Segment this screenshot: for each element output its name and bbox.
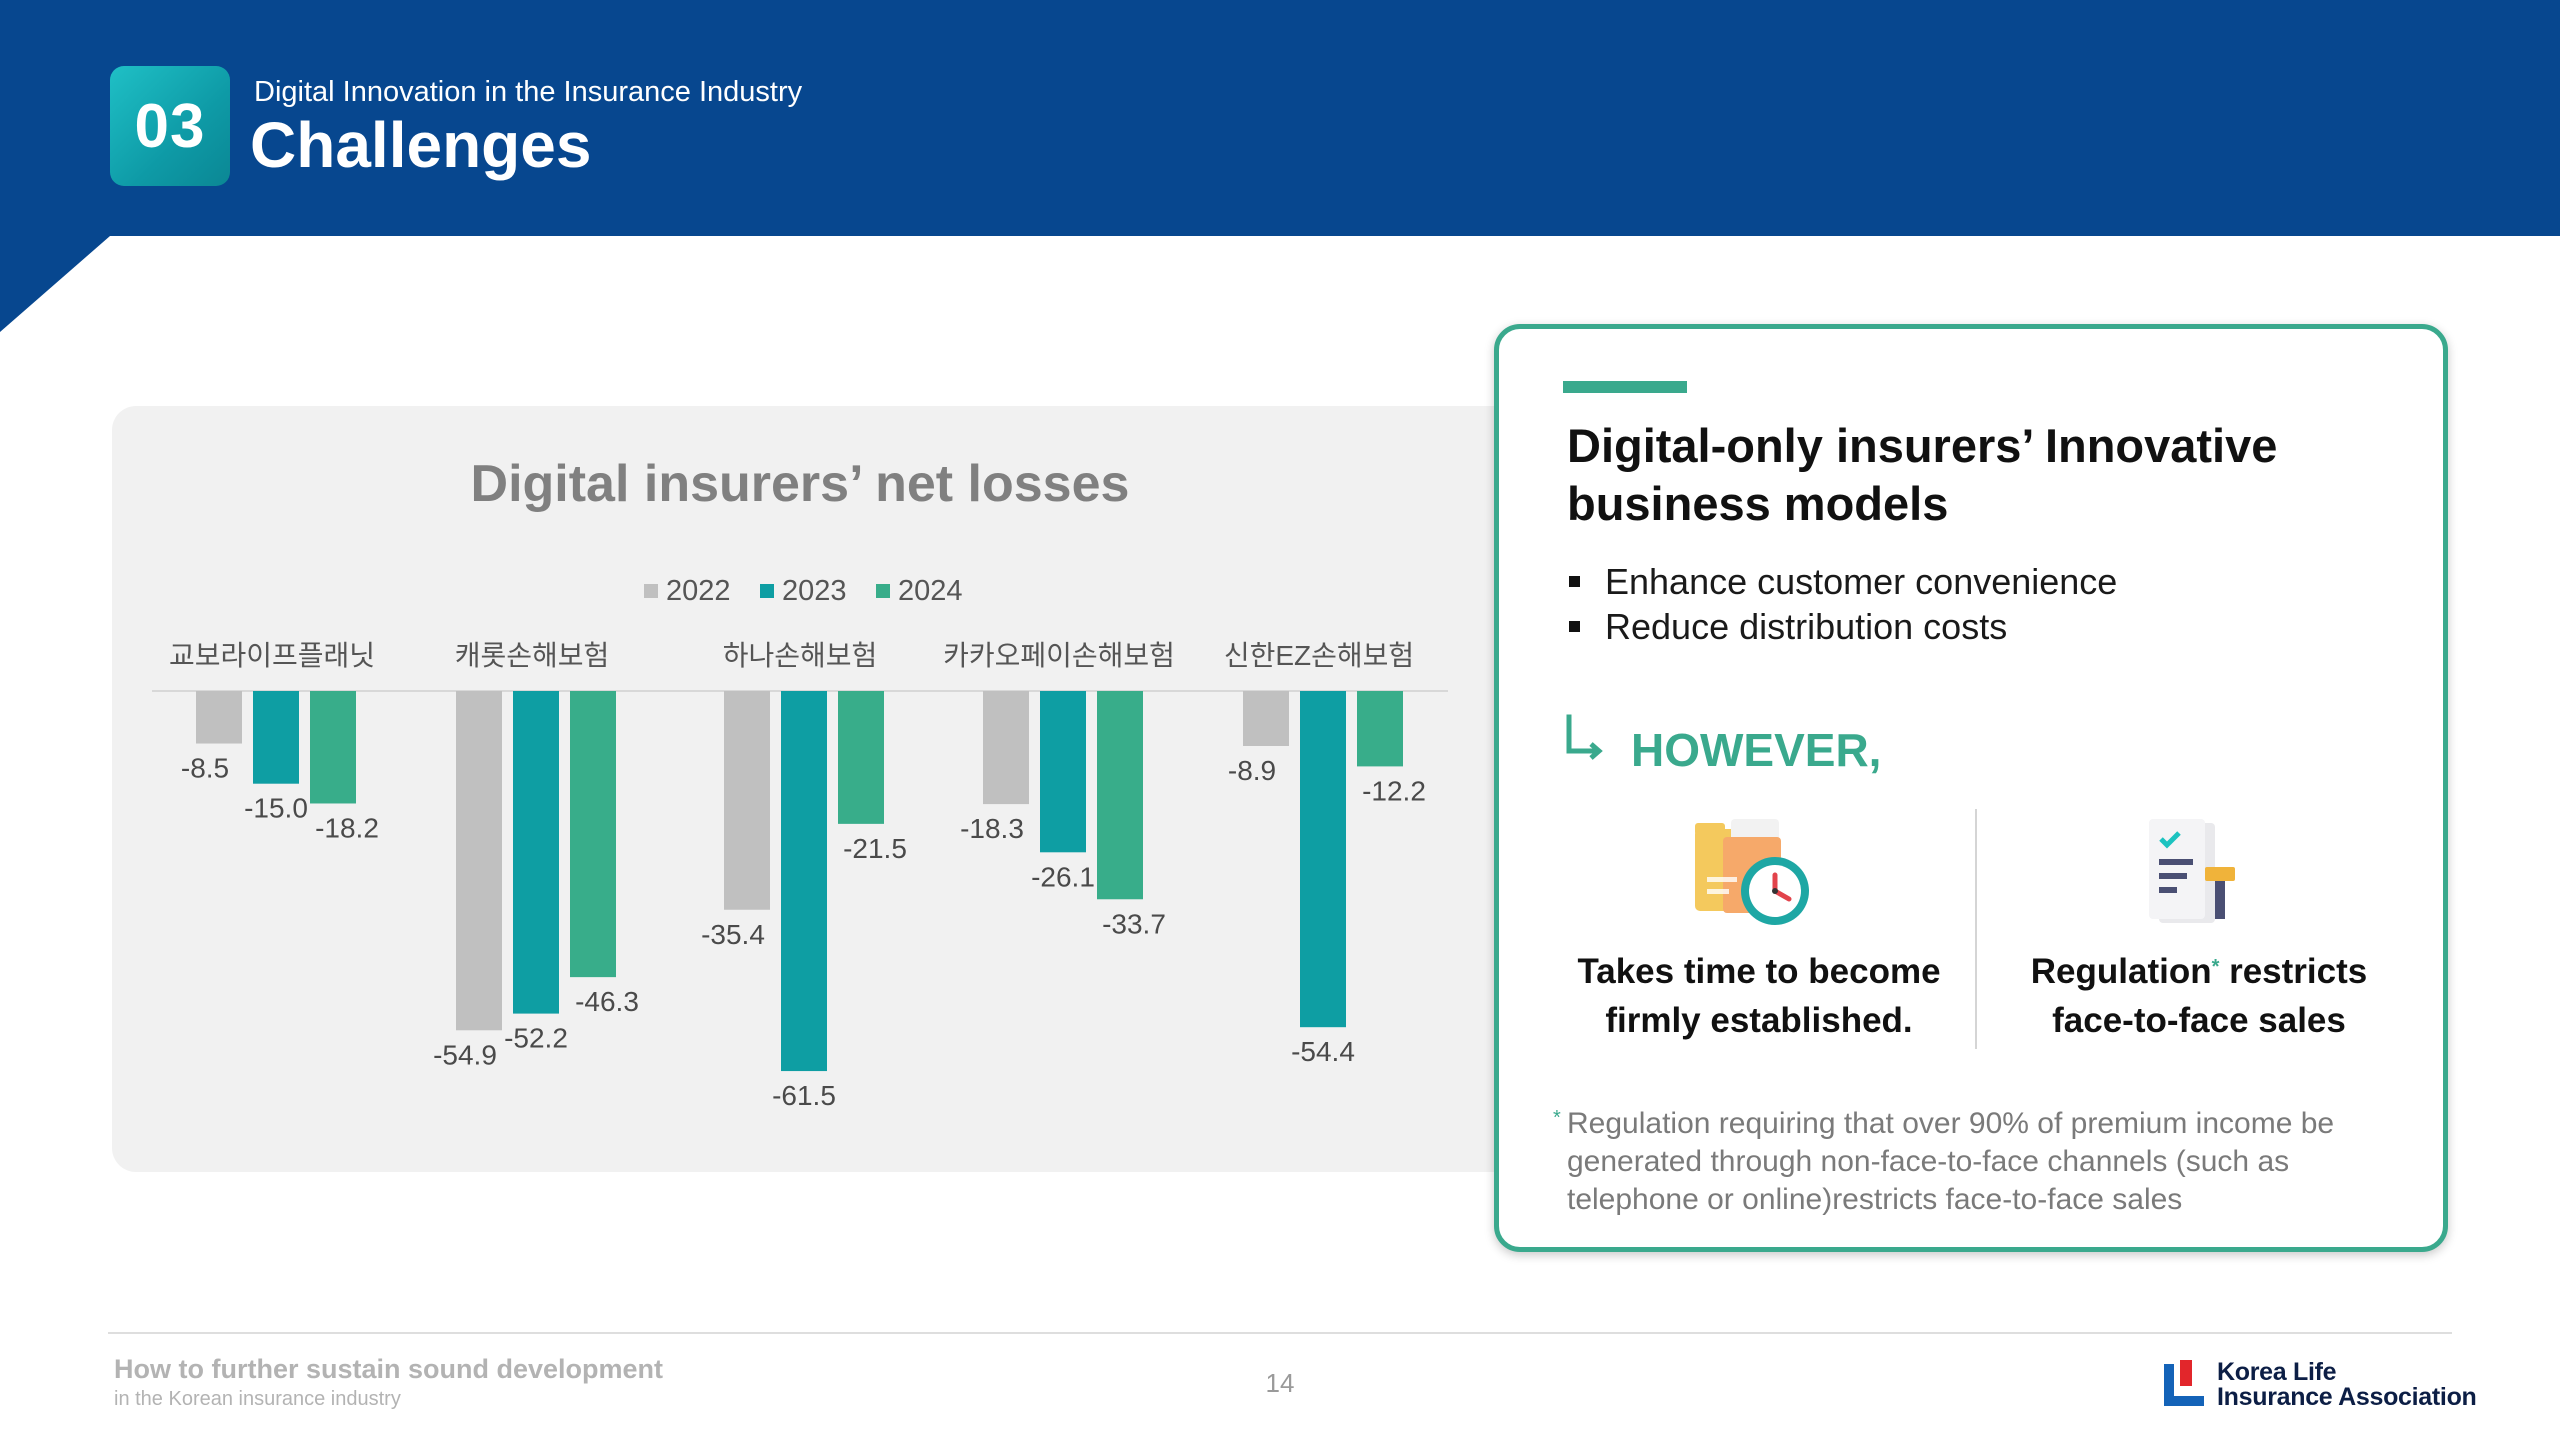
bar-2022 — [1243, 691, 1289, 747]
caption-line: firmly established. — [1605, 1001, 1913, 1040]
bar-2024 — [1097, 691, 1143, 900]
category-label: 캐롯손해보험 — [455, 640, 610, 671]
data-label: -8.5 — [181, 753, 229, 784]
page-title: Challenges — [250, 109, 592, 181]
bullet-square-icon — [1569, 621, 1580, 632]
footnote-asterisk: * — [1553, 1107, 1561, 1129]
footnote-text: Regulation requiring that over 90% of pr… — [1567, 1107, 2335, 1216]
document-gavel-icon — [2149, 819, 2235, 923]
bar-2024 — [570, 691, 616, 978]
section-number-badge: 03 — [110, 66, 230, 186]
bar-2023 — [1300, 691, 1346, 1028]
data-label: -18.3 — [960, 813, 1024, 844]
card-accent-bar — [1563, 381, 1687, 393]
logo-line: Insurance Association — [2217, 1383, 2477, 1411]
chart-title: Digital insurers’ net losses — [471, 455, 1130, 513]
data-label: -33.7 — [1102, 908, 1166, 939]
data-label: -12.2 — [1362, 775, 1426, 806]
footer-subtitle: in the Korean insurance industry — [114, 1388, 401, 1410]
caption-line: face-to-face sales — [2052, 1001, 2346, 1040]
klia-logo-icon — [2164, 1360, 2204, 1406]
data-label: -26.1 — [1031, 861, 1095, 892]
regulation-footnote: * Regulation requiring that over 90% of … — [1553, 1105, 2427, 1219]
card-title: Digital-only insurers’ Innovative busine… — [1567, 419, 2278, 530]
bullet-text: Enhance customer convenience — [1605, 561, 2118, 602]
legend-swatch-2024 — [876, 584, 890, 598]
data-label: -54.4 — [1291, 1036, 1355, 1067]
data-label: -61.5 — [772, 1080, 836, 1111]
data-label: -52.2 — [504, 1023, 568, 1054]
category-label: 신한EZ손해보험 — [1224, 640, 1414, 671]
caption-rest: restricts — [2219, 952, 2368, 991]
caption-line: Regulation* restricts — [1989, 947, 2409, 996]
folder-clock-icon — [1695, 819, 1809, 925]
data-label: -35.4 — [701, 919, 765, 950]
legend-swatch-2022 — [644, 584, 658, 598]
header-corner-accent — [0, 236, 110, 332]
legend-label-2023: 2023 — [782, 575, 847, 607]
however-label: HOWEVER, — [1631, 724, 1882, 776]
bar-2023 — [513, 691, 559, 1014]
header-band — [0, 0, 2560, 236]
bar-2022 — [983, 691, 1029, 805]
time-to-establish-caption: Takes time to become firmly established. — [1549, 947, 1969, 1045]
footnote-asterisk: * — [2211, 956, 2220, 978]
category-label: 하나손해보험 — [723, 640, 878, 671]
bar-2024 — [838, 691, 884, 824]
data-label: -18.2 — [315, 812, 379, 843]
data-label: -46.3 — [575, 986, 639, 1017]
page-number: 14 — [1265, 1368, 1295, 1398]
card-bullet-list: Enhance customer convenience Reduce dist… — [1567, 559, 2117, 649]
bar-2022 — [456, 691, 502, 1031]
data-label: -54.9 — [433, 1039, 497, 1070]
bar-2023 — [781, 691, 827, 1072]
footer-title: How to further sustain sound development — [114, 1354, 664, 1384]
bullet-text: Reduce distribution costs — [1605, 606, 2008, 647]
bar-2022 — [196, 691, 242, 744]
category-label: 교보라이프플래닛 — [169, 640, 375, 671]
regulation-word: Regulation — [2030, 952, 2212, 991]
turn-right-arrow-icon — [1566, 714, 1603, 760]
klia-logo-text: Korea Life Insurance Association — [2217, 1360, 2477, 1410]
bar-2024 — [310, 691, 356, 804]
bar-2023 — [253, 691, 299, 784]
bullet-square-icon — [1569, 576, 1580, 587]
caption-line: Takes time to become — [1577, 952, 1941, 991]
header-subtitle: Digital Innovation in the Insurance Indu… — [254, 76, 803, 108]
legend-label-2024: 2024 — [898, 575, 963, 607]
data-label: -21.5 — [843, 833, 907, 864]
footer-divider — [108, 1332, 2452, 1334]
data-label: -8.9 — [1228, 755, 1276, 786]
legend-label-2022: 2022 — [666, 575, 731, 607]
bar-2023 — [1040, 691, 1086, 853]
net-losses-chart: Digital insurers’ net losses 2022 2023 2024… — [152, 455, 1448, 1111]
chart-panel: Digital insurers’ net losses 2022 2023 2024… — [112, 406, 1612, 1172]
bar-2024 — [1357, 691, 1403, 767]
card-divider — [1975, 809, 1977, 1049]
regulation-caption: Regulation* restricts face-to-face sales — [1989, 947, 2409, 1045]
data-label: -15.0 — [244, 793, 308, 824]
bullet-item: Enhance customer convenience — [1567, 559, 2117, 604]
category-label: 카카오페이손해보험 — [943, 640, 1175, 671]
bar-2022 — [724, 691, 770, 910]
bullet-item: Reduce distribution costs — [1567, 604, 2117, 649]
legend-swatch-2023 — [760, 584, 774, 598]
logo-line: Korea Life — [2217, 1358, 2337, 1386]
business-model-card: Digital-only insurers’ Innovative busine… — [1494, 324, 2448, 1252]
